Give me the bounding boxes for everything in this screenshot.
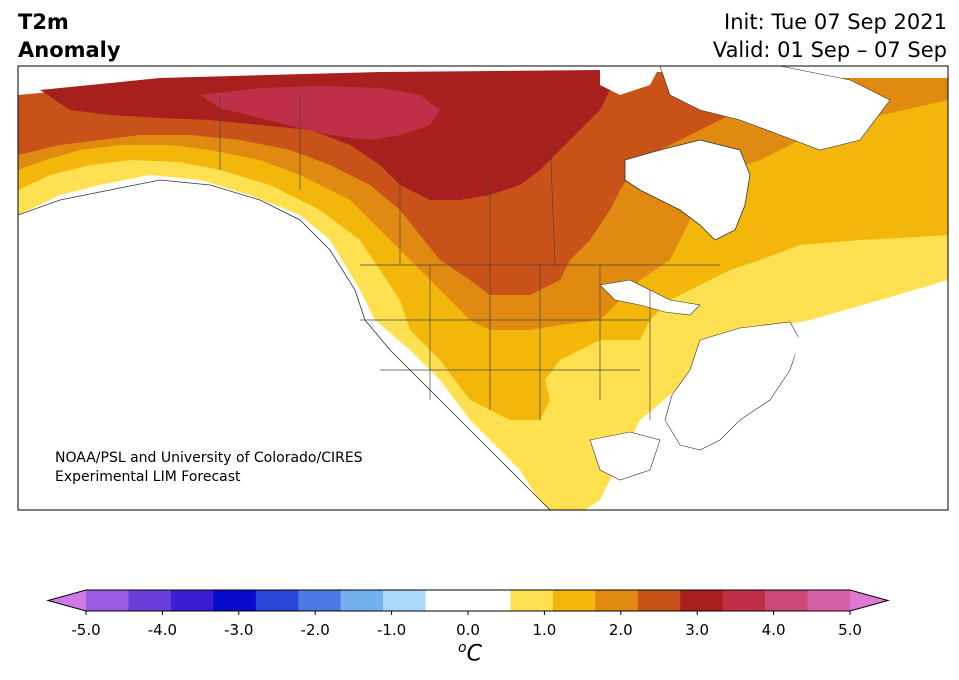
contour-3-0	[40, 70, 610, 200]
colorbar-segment	[765, 590, 809, 611]
gulf-of-mexico	[589, 431, 661, 481]
title-line-2: Anomaly	[18, 38, 121, 62]
atlantic-ocean	[620, 285, 948, 510]
state-borders	[219, 95, 720, 420]
colorbar-segment	[213, 590, 257, 611]
colorbar-tick-label: 2.0	[608, 621, 633, 639]
colorbar-segment	[637, 590, 681, 611]
arctic-islands	[659, 66, 891, 151]
colorbar-tick-label: 0.0	[456, 621, 480, 639]
colorbar-segment	[807, 590, 851, 611]
run-info: Init: Tue 07 Sep 2021 Valid: 01 Sep – 07…	[713, 8, 947, 64]
colorbar-segment	[722, 590, 766, 611]
hudson-bay	[624, 139, 751, 241]
colorbar-segment	[383, 590, 427, 611]
colorbar-tick-label: 1.0	[532, 621, 557, 639]
contour-3-5	[200, 86, 440, 140]
colorbar-extend-min	[48, 590, 86, 611]
colorbar-tick-label: -5.0	[71, 621, 101, 639]
pacific-ocean	[18, 179, 551, 510]
colorbar-segment	[255, 590, 299, 611]
colorbar-segment	[298, 590, 342, 611]
colorbar-tick-label: -3.0	[224, 621, 254, 639]
greenland-gap	[600, 66, 660, 95]
colorbar-segment	[595, 590, 639, 611]
title-line-1: T2m	[18, 10, 69, 34]
colorbar-extend-max	[850, 590, 888, 611]
colorbar-tick-label: 5.0	[838, 621, 862, 639]
colorbar-segment	[86, 590, 129, 611]
colorbar	[46, 589, 890, 615]
colorbar-segment	[170, 590, 214, 611]
colorbar-segment	[468, 590, 511, 611]
colorbar-tick-label: -4.0	[147, 621, 178, 639]
map-frame	[17, 65, 949, 511]
colorbar-segment	[552, 590, 596, 611]
colorbar-tick-label: -1.0	[376, 621, 407, 639]
map-title: T2m Anomaly	[18, 8, 121, 64]
colorbar-segment	[680, 590, 724, 611]
colorbar-segment	[510, 590, 554, 611]
credit-line-1: NOAA/PSL and University of Colorado/CIRE…	[55, 450, 363, 466]
colorbar-segment	[425, 590, 469, 611]
colorbar-tick-label: 3.0	[685, 621, 710, 639]
unit-letter: C	[466, 641, 482, 667]
valid-period: Valid: 01 Sep – 07 Sep	[712, 38, 947, 62]
colorbar-unit: oC	[440, 640, 500, 666]
colorbar-tick-label: 4.0	[761, 621, 786, 639]
credit-text: NOAA/PSL and University of Colorado/CIRE…	[55, 449, 363, 487]
colorbar-tick-label: -2.0	[300, 621, 330, 639]
unit-degree: o	[458, 640, 467, 656]
colorbar-segment	[340, 590, 384, 611]
credit-line-2: Experimental LIM Forecast	[55, 469, 241, 485]
southeast-neutral	[664, 321, 801, 451]
colorbar-segment	[128, 590, 172, 611]
init-date: Init: Tue 07 Sep 2021	[724, 10, 947, 34]
anomaly-field	[18, 66, 948, 510]
